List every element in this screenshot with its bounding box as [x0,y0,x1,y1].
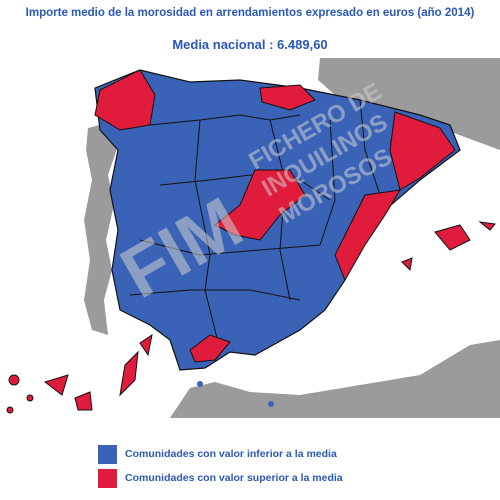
legend-label-above: Comunidades con valor superior a la medi… [125,472,343,484]
canarias-gran-canaria [74,391,93,411]
map-title: Importe medio de la morosidad en arrenda… [25,7,475,19]
baleares-ibiza [401,257,413,272]
legend: Comunidades con valor inferior a la medi… [98,444,343,492]
legend-label-below: Comunidades con valor inferior a la medi… [125,448,337,460]
portugal-land [84,122,120,335]
malaga [189,334,231,363]
spain-below-average [94,69,461,371]
cataluna [389,111,456,191]
canarias-la-palma [8,374,20,386]
legend-swatch-below [98,444,117,464]
africa-land [170,340,500,418]
legend-item-above: Comunidades con valor superior a la medi… [98,468,343,488]
canarias-lanzarote [139,333,153,357]
canarias-la-gomera [26,394,34,402]
comunidad-madrid [214,169,306,241]
legend-swatch-above [98,468,117,488]
national-average: Media nacional : 6.489,60 [172,37,328,52]
pais-vasco [259,84,316,111]
canarias-fuerteventura [119,350,139,397]
baleares-menorca [478,221,496,231]
regions-above-average [6,69,496,414]
spain-map: FIM FICHERO DE INQUILINOS MOROSOS [6,58,500,418]
canarias-tenerife [43,374,69,396]
comunidad-valenciana [334,189,401,282]
canarias-el-hierro [6,406,14,414]
legend-item-below: Comunidades con valor inferior a la medi… [98,444,343,464]
galicia [94,69,156,131]
france-land [318,58,500,150]
baleares-mallorca [434,224,471,251]
region-borders [129,99,386,351]
melilla [268,401,274,407]
ceuta [197,381,203,387]
